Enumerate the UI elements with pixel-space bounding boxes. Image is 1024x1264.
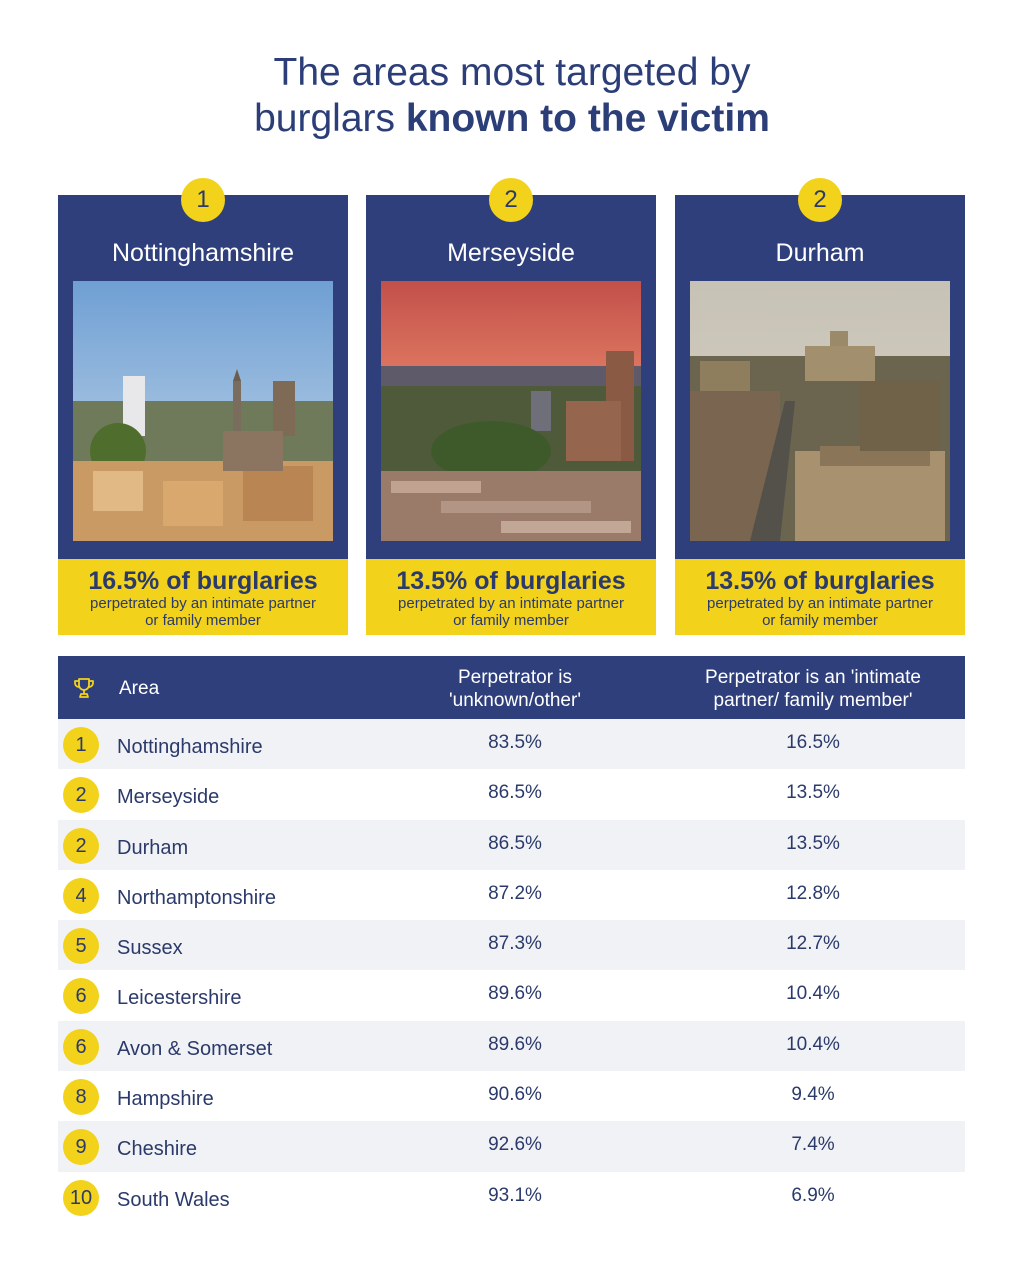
area-name: Nottinghamshire [117, 736, 263, 758]
rank-badge: 2 [798, 178, 842, 222]
unknown-value: 87.3% [488, 933, 542, 955]
intimate-value: 7.4% [791, 1134, 835, 1156]
rank-badge: 9 [63, 1129, 99, 1166]
nottinghamshire-photo [73, 281, 333, 541]
table-row: 6 Leicestershire 89.6% 10.4% [58, 970, 965, 1020]
rank-badge: 6 [63, 978, 99, 1015]
table-body: 1 Nottinghamshire 83.5% 16.5% 2 Merseyside 86.… [58, 719, 965, 1222]
title-line-2: burglars known to the victim [0, 96, 1024, 142]
stat-box: 13.5% of burglaries perpetrated by an in… [675, 559, 965, 635]
table-row: 6 Avon & Somerset 89.6% 10.4% [58, 1020, 965, 1072]
unknown-value: 86.5% [488, 832, 542, 854]
header-unknown-line-2: 'unknown/other' [449, 690, 581, 711]
header-intimate-line-2: partner/ family member' [713, 690, 913, 711]
durham-photo [690, 281, 950, 541]
header-unknown-line-1: Perpetrator is [457, 667, 573, 688]
stat-box: 13.5% of burglaries perpetrated by an in… [366, 559, 656, 635]
rank-badge: 2 [489, 178, 533, 222]
trophy-icon [72, 676, 96, 706]
intimate-value: 13.5% [786, 832, 840, 854]
rank-badge: 8 [63, 1079, 99, 1116]
rank-badge: 6 [63, 1028, 99, 1065]
stat-box: 16.5% of burglaries perpetrated by an in… [58, 559, 348, 635]
merseyside-photo [381, 281, 641, 541]
card-title: Merseyside [447, 239, 575, 267]
area-name: Merseyside [117, 786, 220, 809]
intimate-value: 12.8% [786, 882, 840, 904]
rank-badge: 5 [63, 928, 99, 965]
unknown-value: 89.6% [488, 983, 542, 1005]
rank-badge: 2 [63, 827, 99, 864]
unknown-value: 93.1% [488, 1184, 542, 1206]
area-name: Cheshire [117, 1138, 198, 1161]
intimate-value: 12.7% [786, 933, 840, 955]
table-row: 5 Sussex 87.3% 12.7% [58, 920, 965, 971]
header-intimate: Perpetrator is an 'intimate partner/ fam… [678, 666, 948, 712]
unknown-value: 87.2% [488, 882, 542, 904]
rank-badge: 1 [181, 178, 225, 222]
unknown-value: 92.6% [488, 1134, 542, 1156]
stat-value: 13.5% of burglaries [705, 567, 935, 595]
unknown-value: 83.5% [488, 732, 542, 753]
intimate-value: 10.4% [786, 1033, 840, 1055]
table-header: Area Perpetrator is 'unknown/other' Perp… [58, 656, 965, 719]
title-line-1: The areas most targeted by [273, 51, 751, 94]
stat-value: 13.5% of burglaries [396, 567, 626, 595]
unknown-value: 89.6% [488, 1033, 542, 1055]
rank-badge: 4 [63, 877, 99, 914]
title-bold: known to the victim [405, 97, 770, 140]
unknown-value: 86.5% [488, 782, 542, 804]
table-row: 8 Hampshire 90.6% 9.4% [58, 1071, 965, 1121]
table-row: 10 South Wales 93.1% 6.9% [58, 1172, 965, 1222]
ranking-table: Area Perpetrator is 'unknown/other' Perp… [58, 656, 965, 1222]
table-row: 4 Northamptonshire 87.2% 12.8% [58, 870, 965, 920]
table-row: 1 Nottinghamshire 83.5% 16.5% [58, 719, 965, 770]
area-name: Hampshire [117, 1088, 214, 1111]
header-intimate-line-1: Perpetrator is an 'intimate [705, 667, 921, 688]
card-rank-2a: 2 Merseyside 13.5% of burglaries perpetr… [366, 178, 656, 635]
page-title: The areas most targeted by burglars know… [0, 50, 1024, 142]
card-title: Durham [775, 239, 865, 267]
rank-badge: 2 [63, 777, 99, 814]
area-name: Northamptonshire [117, 886, 276, 909]
card-rank-1: 1 Nottinghamshire 16.5% of burglaries pe… [58, 178, 348, 635]
intimate-value: 9.4% [791, 1084, 835, 1106]
area-name: South Wales [117, 1188, 230, 1211]
area-name: Sussex [117, 937, 183, 960]
stat-caption-2: or family member [762, 612, 878, 629]
rank-badge: 1 [63, 727, 99, 763]
area-name: Avon & Somerset [117, 1037, 273, 1060]
intimate-value: 13.5% [786, 782, 840, 804]
table-row: 2 Durham 86.5% 13.5% [58, 819, 965, 870]
stat-caption-2: or family member [145, 612, 261, 629]
intimate-value: 6.9% [791, 1184, 835, 1206]
area-name: Durham [117, 836, 189, 859]
rank-badge: 10 [63, 1179, 99, 1216]
table-row: 2 Merseyside 86.5% 13.5% [58, 769, 965, 819]
area-name: Leicestershire [117, 987, 242, 1010]
unknown-value: 90.6% [488, 1084, 542, 1106]
stat-caption-2: or family member [453, 612, 569, 629]
intimate-value: 16.5% [786, 732, 840, 753]
card-rank-2b: 2 Durham 13.5% of burglaries perpetrated… [675, 178, 965, 635]
stat-caption-1: perpetrated by an intimate partner [90, 595, 316, 612]
intimate-value: 10.4% [786, 983, 840, 1005]
card-title: Nottinghamshire [111, 239, 295, 267]
stat-caption-1: perpetrated by an intimate partner [707, 595, 933, 612]
table-row: 9 Cheshire 92.6% 7.4% [58, 1121, 965, 1172]
header-unknown: Perpetrator is 'unknown/other' [415, 666, 615, 712]
title-normal: burglars [254, 97, 406, 140]
stat-caption-1: perpetrated by an intimate partner [398, 595, 624, 612]
stat-value: 16.5% of burglaries [88, 567, 318, 595]
header-area: Area [119, 678, 160, 699]
